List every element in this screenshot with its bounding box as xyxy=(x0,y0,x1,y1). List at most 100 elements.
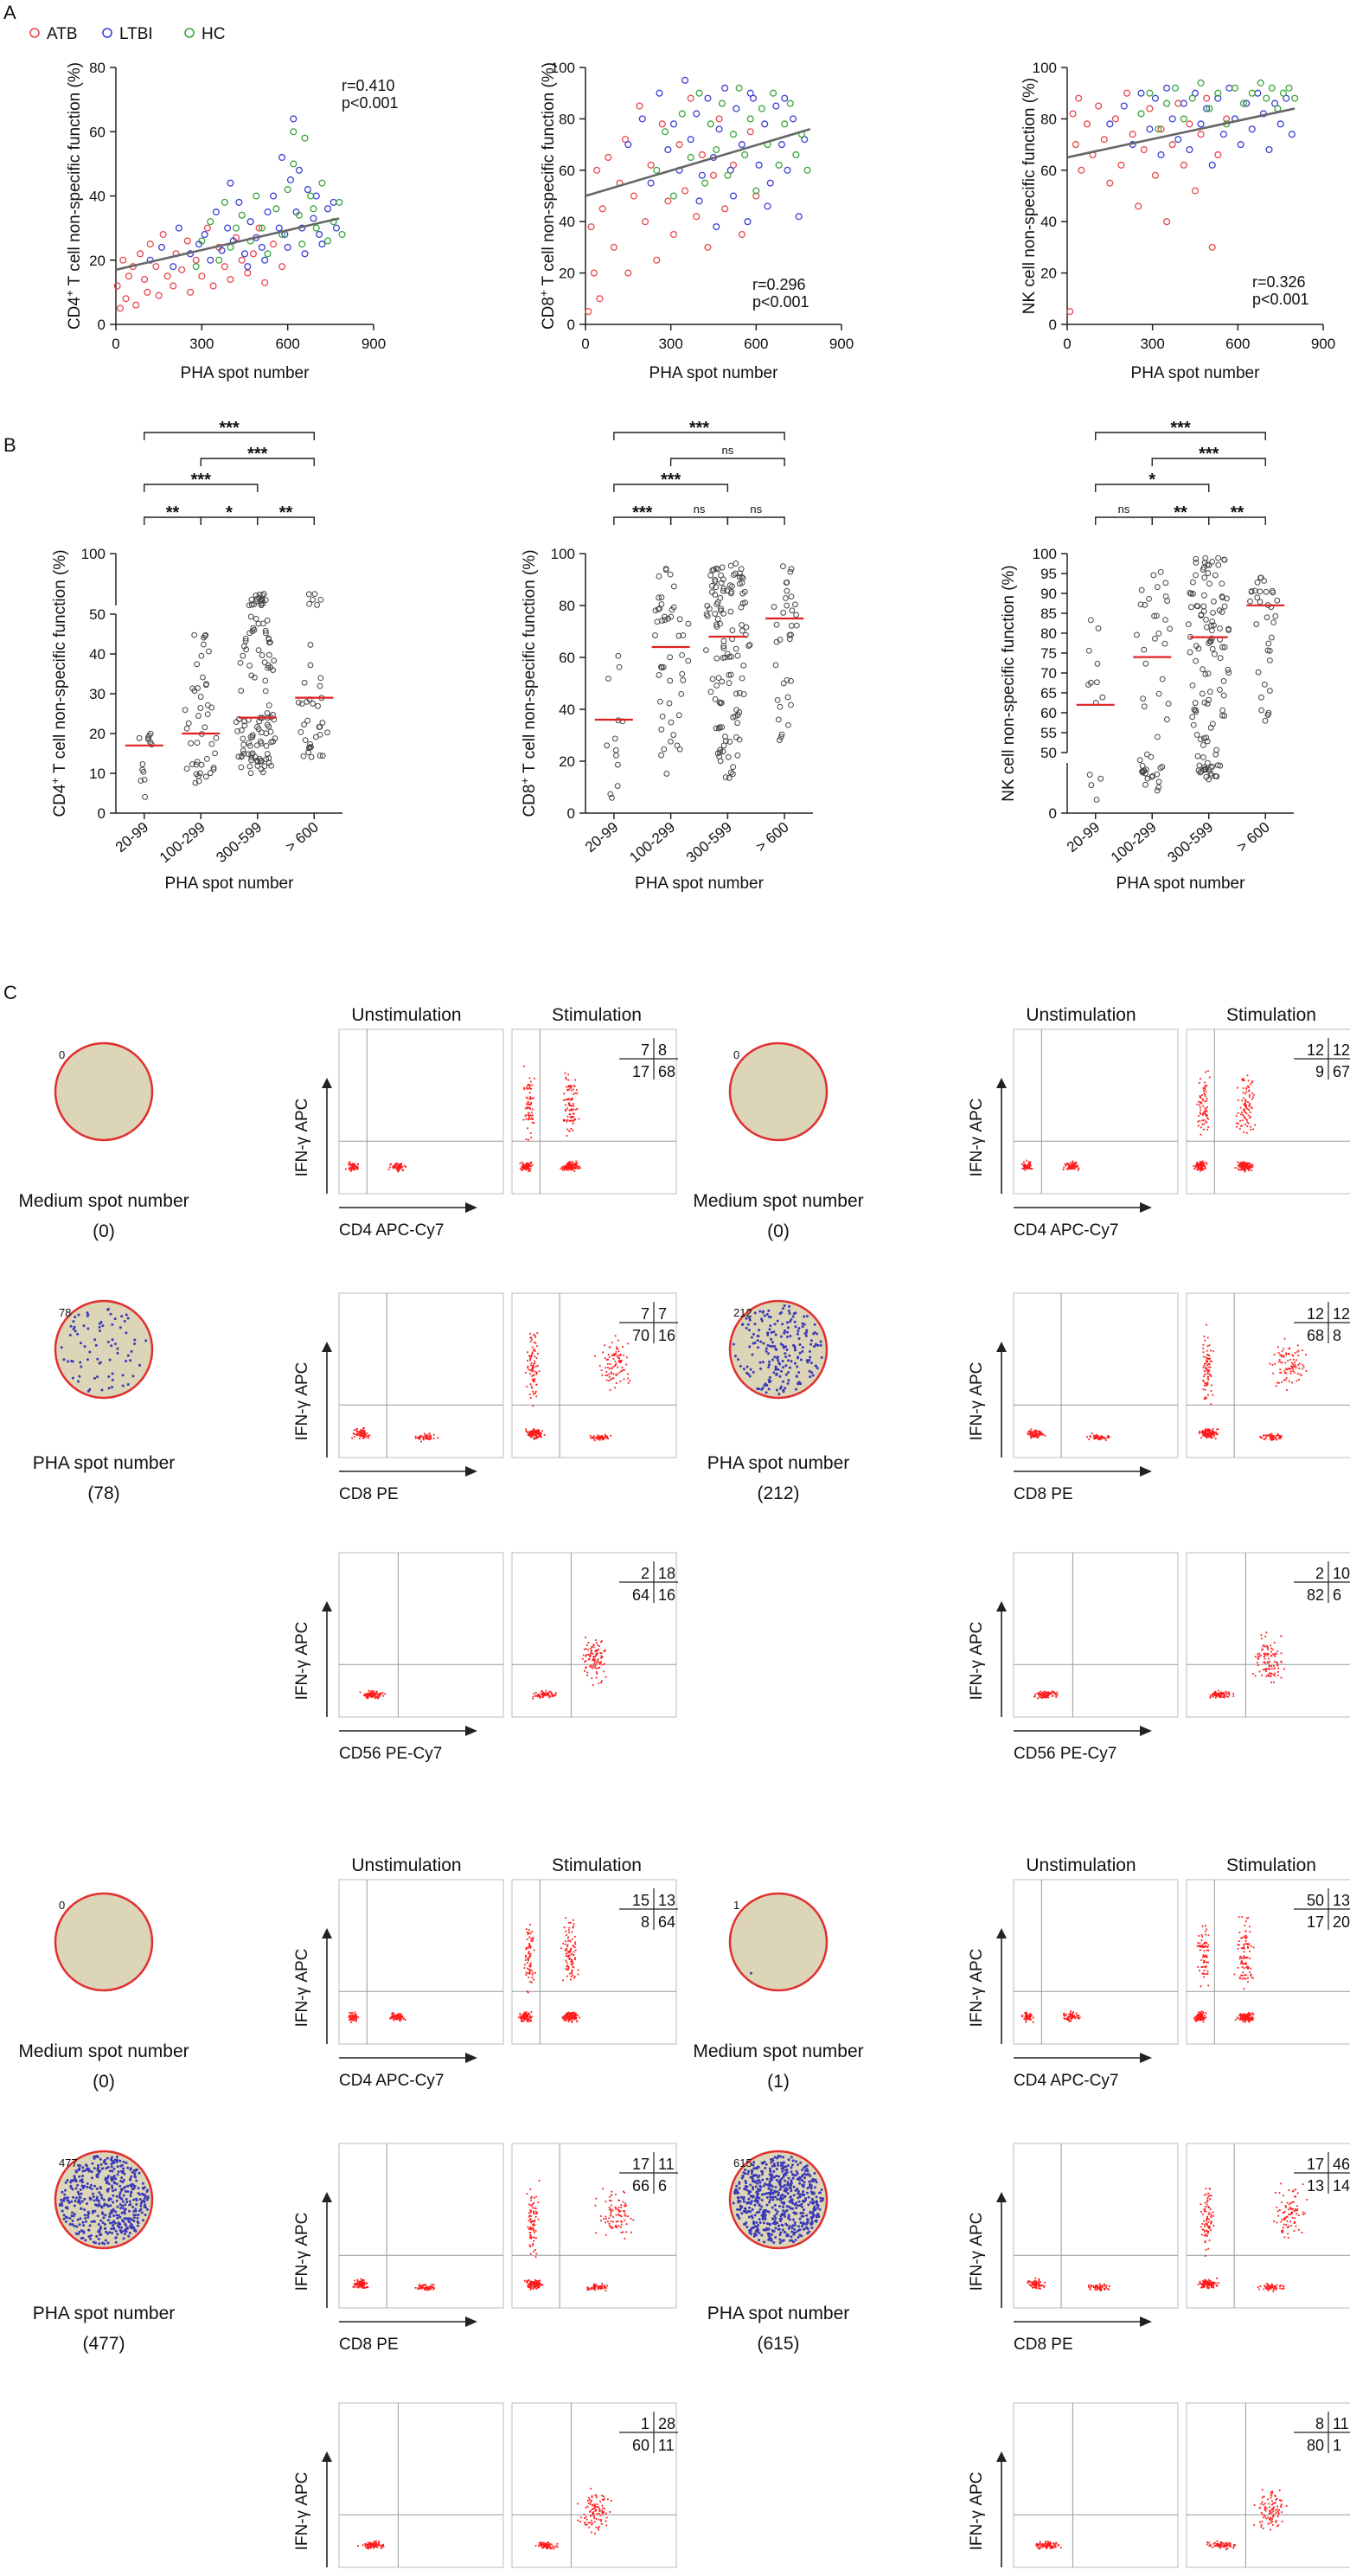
event-dot xyxy=(602,1351,605,1354)
elispot-spot xyxy=(113,1342,117,1346)
strip-point xyxy=(730,764,737,771)
event-dot xyxy=(1270,1668,1273,1670)
strip-point xyxy=(678,690,685,697)
event-dot xyxy=(351,1437,354,1439)
strip-point xyxy=(607,791,614,798)
point-ltbi xyxy=(1276,120,1284,128)
event-dot xyxy=(362,2287,364,2289)
event-dot xyxy=(1206,1384,1208,1387)
event-dot xyxy=(400,1163,402,1164)
strip-point xyxy=(1165,701,1172,707)
strip-point xyxy=(670,732,677,738)
y-axis-label-ifng: IFN-γ APC xyxy=(293,1362,311,1441)
point-ltbi xyxy=(224,224,232,232)
strip-point xyxy=(324,729,330,736)
strip-point xyxy=(726,671,733,678)
elispot-spot xyxy=(745,1326,748,1330)
event-dot xyxy=(1247,1080,1250,1082)
event-dot xyxy=(1049,1693,1052,1695)
elispot-spot xyxy=(116,2173,119,2176)
event-dot xyxy=(603,1650,605,1653)
flow-frame xyxy=(1013,1552,1179,1718)
strip-point xyxy=(239,727,245,734)
strip-point xyxy=(1200,564,1207,571)
y-tick-label: 30 xyxy=(89,686,106,702)
point-ltbi xyxy=(1225,84,1233,92)
strip-point xyxy=(718,580,725,586)
event-dot xyxy=(597,1644,598,1646)
medium-spot-label: Medium spot number xyxy=(18,1191,189,1211)
event-dot xyxy=(572,2015,573,2017)
event-dot xyxy=(1249,1102,1251,1105)
event-dot xyxy=(1093,1438,1096,1440)
event-dot xyxy=(618,1357,621,1360)
event-dot xyxy=(374,1694,376,1696)
strip-point xyxy=(252,674,258,681)
event-dot xyxy=(1202,1162,1205,1163)
event-dot xyxy=(592,1646,595,1649)
strip-point xyxy=(727,769,734,776)
event-dot xyxy=(359,1432,361,1435)
event-dot xyxy=(617,1350,620,1353)
event-dot xyxy=(1203,1432,1206,1434)
strip-point xyxy=(182,707,189,714)
elispot-spot xyxy=(103,2161,106,2164)
event-dot xyxy=(1201,1168,1204,1170)
strip-point xyxy=(1255,669,1262,676)
y-tick-label: 70 xyxy=(1040,665,1057,682)
event-dot xyxy=(393,2012,395,2015)
point-ltbi xyxy=(246,218,254,226)
elispot-spot xyxy=(130,2218,133,2221)
elispot-spot xyxy=(125,2201,129,2204)
elispot-spot xyxy=(781,1323,784,1326)
event-dot xyxy=(1205,1090,1207,1093)
event-dot xyxy=(1245,1088,1248,1090)
event-dot xyxy=(1251,1164,1254,1167)
quadrant-lr: 64 xyxy=(658,1913,675,1931)
event-dot xyxy=(611,1354,613,1356)
event-dot xyxy=(1264,1434,1267,1437)
event-dot xyxy=(428,1433,431,1436)
elispot-spot xyxy=(83,2208,86,2212)
point-ltbi xyxy=(304,186,311,194)
significance-bracket xyxy=(726,516,785,525)
elispot-spot xyxy=(110,2227,113,2231)
event-dot xyxy=(1244,1105,1246,1107)
event-dot xyxy=(606,1362,609,1365)
strip-point xyxy=(776,737,783,743)
event-dot xyxy=(594,1656,597,1657)
event-dot xyxy=(613,1353,615,1355)
elispot-spot xyxy=(798,1351,802,1355)
event-dot xyxy=(533,1949,535,1951)
event-dot xyxy=(525,1114,528,1117)
event-dot xyxy=(1291,1354,1294,1356)
event-dot xyxy=(1243,1108,1245,1111)
event-dot xyxy=(585,1666,587,1669)
elispot-spot xyxy=(777,1393,781,1396)
elispot-spot xyxy=(784,1373,788,1376)
event-dot xyxy=(1199,1104,1200,1106)
event-dot xyxy=(1260,1654,1262,1656)
event-dot xyxy=(1206,1361,1209,1363)
event-dot xyxy=(1199,1432,1200,1434)
event-dot xyxy=(1027,1431,1030,1433)
flow-frame xyxy=(511,1552,677,1718)
event-dot xyxy=(1204,1431,1206,1432)
event-dot xyxy=(1021,1163,1023,1165)
elispot-spot xyxy=(105,2163,108,2166)
point-ltbi xyxy=(275,224,283,232)
event-dot xyxy=(1086,1436,1089,1439)
event-dot xyxy=(1281,1355,1283,1358)
event-dot xyxy=(605,1371,608,1373)
event-dot xyxy=(1248,1109,1251,1112)
elispot-spot xyxy=(82,2224,86,2227)
point-atb xyxy=(596,295,604,303)
elispot-spot xyxy=(759,1367,763,1370)
event-dot xyxy=(565,1078,567,1080)
event-dot xyxy=(1241,1168,1243,1170)
event-dot xyxy=(528,1945,531,1947)
elispot-spot xyxy=(108,1358,112,1362)
event-dot xyxy=(1201,1432,1204,1434)
elispot-spot xyxy=(98,1325,101,1329)
event-dot xyxy=(528,1936,531,1938)
